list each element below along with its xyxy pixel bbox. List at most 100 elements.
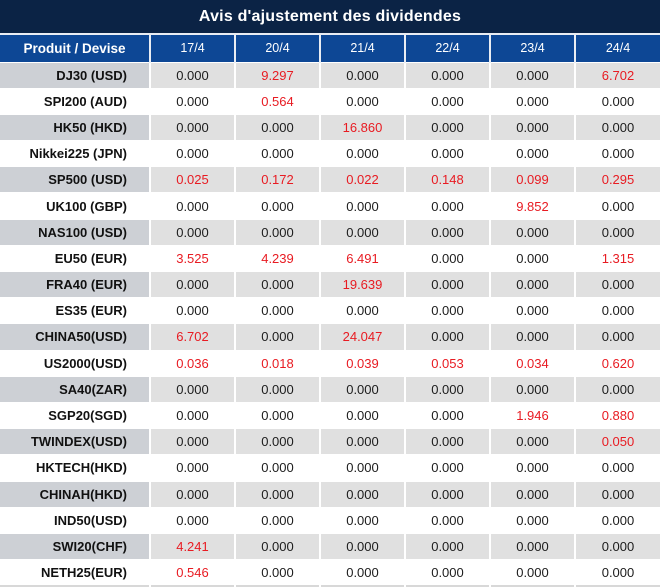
value-cell-adjusted: 4.241 — [149, 532, 235, 560]
value-cell: 0.000 — [574, 218, 660, 246]
value-cell: 0.000 — [234, 323, 320, 351]
value-cell: 0.000 — [404, 323, 490, 351]
table-row: ES35 (EUR) 0.000 0.000 0.000 0.000 0.000 0.000 — [0, 297, 660, 324]
value-cell-adjusted: 0.022 — [319, 166, 405, 193]
value-cell: 0.000 — [404, 192, 490, 220]
product-cell: SPI200 (AUD) — [0, 87, 150, 115]
value-cell: 0.000 — [149, 192, 235, 220]
value-cell: 0.000 — [489, 506, 575, 534]
value-cell: 0.000 — [574, 454, 660, 481]
value-cell: 0.000 — [574, 480, 660, 508]
table-row: SWI20(CHF) 4.241 0.000 0.000 0.000 0.000 0.000 — [0, 532, 660, 560]
table-row: CHINA50(USD) 6.702 0.000 24.047 0.000 0.000 0.… — [0, 323, 660, 351]
notice-title-bar: Avis d'ajustement des dividendes — [0, 0, 660, 33]
table-body: DJ30 (USD) 0.000 9.297 0.000 0.000 0.000 6.702… — [0, 61, 660, 586]
value-cell: 0.000 — [489, 140, 575, 167]
value-cell-adjusted: 0.880 — [574, 401, 660, 429]
value-cell: 0.000 — [319, 375, 405, 403]
table-row: IND50(USD) 0.000 0.000 0.000 0.000 0.000 0.000 — [0, 506, 660, 534]
value-cell: 0.000 — [404, 454, 490, 481]
value-cell-adjusted: 0.172 — [234, 166, 320, 193]
table-row: UK100 (GBP) 0.000 0.000 0.000 0.000 9.852 0.00… — [0, 192, 660, 220]
value-cell-adjusted: 6.702 — [149, 323, 235, 351]
value-cell: 0.000 — [234, 297, 320, 324]
value-cell-adjusted: 0.620 — [574, 349, 660, 377]
value-cell: 0.000 — [149, 113, 235, 141]
value-cell-adjusted: 0.025 — [149, 166, 235, 193]
value-cell: 0.000 — [319, 192, 405, 220]
value-cell: 0.000 — [404, 218, 490, 246]
value-cell: 0.000 — [404, 140, 490, 167]
column-header-date-22-4: 22/4 — [404, 33, 490, 62]
value-cell: 0.000 — [149, 140, 235, 167]
value-cell: 0.000 — [404, 375, 490, 403]
value-cell: 0.000 — [489, 113, 575, 141]
value-cell: 0.000 — [489, 218, 575, 246]
table-row: Nikkei225 (JPN) 0.000 0.000 0.000 0.000 0.000… — [0, 140, 660, 167]
product-cell: SP500 (USD) — [0, 166, 150, 193]
table-row: FRA40 (EUR) 0.000 0.000 19.639 0.000 0.000 0.0… — [0, 270, 660, 298]
value-cell: 0.000 — [149, 61, 235, 89]
value-cell: 0.000 — [574, 87, 660, 115]
product-cell: SGP20(SGD) — [0, 401, 150, 429]
value-cell: 0.000 — [404, 532, 490, 560]
value-cell-adjusted: 0.053 — [404, 349, 490, 377]
value-cell: 0.000 — [574, 506, 660, 534]
value-cell-adjusted: 0.034 — [489, 349, 575, 377]
table-header-row: Produit / Devise 17/4 20/4 21/4 22/4 23/4 24/… — [0, 33, 660, 62]
value-cell-adjusted: 16.860 — [319, 113, 405, 141]
product-cell: HK50 (HKD) — [0, 113, 150, 141]
product-cell: Nikkei225 (JPN) — [0, 140, 150, 167]
value-cell: 0.000 — [234, 375, 320, 403]
product-cell: CHINAH(HKD) — [0, 480, 150, 508]
page-title: Avis d'ajustement des dividendes — [198, 7, 462, 25]
value-cell: 0.000 — [489, 559, 575, 586]
value-cell-adjusted: 6.491 — [319, 244, 405, 272]
value-cell: 0.000 — [489, 428, 575, 455]
value-cell: 0.000 — [149, 506, 235, 534]
value-cell-adjusted: 0.039 — [319, 349, 405, 377]
value-cell: 0.000 — [149, 480, 235, 508]
table-row: SP500 (USD) 0.025 0.172 0.022 0.148 0.099 0.29… — [0, 166, 660, 193]
value-cell: 0.000 — [234, 140, 320, 167]
value-cell: 0.000 — [404, 61, 490, 89]
value-cell: 0.000 — [404, 113, 490, 141]
value-cell: 0.000 — [489, 87, 575, 115]
table-row: NAS100 (USD) 0.000 0.000 0.000 0.000 0.000 0.0… — [0, 218, 660, 246]
value-cell: 0.000 — [574, 297, 660, 324]
value-cell: 0.000 — [574, 532, 660, 560]
product-cell: HKTECH(HKD) — [0, 454, 150, 481]
value-cell: 0.000 — [319, 559, 405, 586]
value-cell: 0.000 — [404, 87, 490, 115]
value-cell: 0.000 — [574, 270, 660, 298]
value-cell-adjusted: 4.239 — [234, 244, 320, 272]
value-cell: 0.000 — [574, 113, 660, 141]
value-cell: 0.000 — [234, 532, 320, 560]
value-cell: 0.000 — [574, 323, 660, 351]
value-cell: 0.000 — [574, 192, 660, 220]
product-cell: ES35 (EUR) — [0, 297, 150, 324]
value-cell: 0.000 — [234, 270, 320, 298]
product-cell: US2000(USD) — [0, 349, 150, 377]
value-cell-adjusted: 0.546 — [149, 559, 235, 586]
value-cell: 0.000 — [574, 375, 660, 403]
value-cell-adjusted: 0.295 — [574, 166, 660, 193]
product-cell: SWI20(CHF) — [0, 532, 150, 560]
column-header-product-devise: Produit / Devise — [0, 33, 150, 62]
product-cell: CHINA50(USD) — [0, 323, 150, 351]
value-cell: 0.000 — [149, 218, 235, 246]
column-header-date-17-4: 17/4 — [149, 33, 235, 62]
value-cell: 0.000 — [489, 323, 575, 351]
value-cell-adjusted: 0.564 — [234, 87, 320, 115]
value-cell: 0.000 — [404, 401, 490, 429]
value-cell: 0.000 — [489, 244, 575, 272]
value-cell: 0.000 — [404, 428, 490, 455]
product-cell: DJ30 (USD) — [0, 61, 150, 89]
value-cell: 0.000 — [404, 559, 490, 586]
value-cell: 0.000 — [234, 218, 320, 246]
table-row: EU50 (EUR) 3.525 4.239 6.491 0.000 0.000 1.315 — [0, 244, 660, 272]
value-cell: 0.000 — [319, 140, 405, 167]
table-row: CHINAH(HKD) 0.000 0.000 0.000 0.000 0.000 0.00… — [0, 480, 660, 508]
value-cell-adjusted: 3.525 — [149, 244, 235, 272]
value-cell-adjusted: 9.297 — [234, 61, 320, 89]
